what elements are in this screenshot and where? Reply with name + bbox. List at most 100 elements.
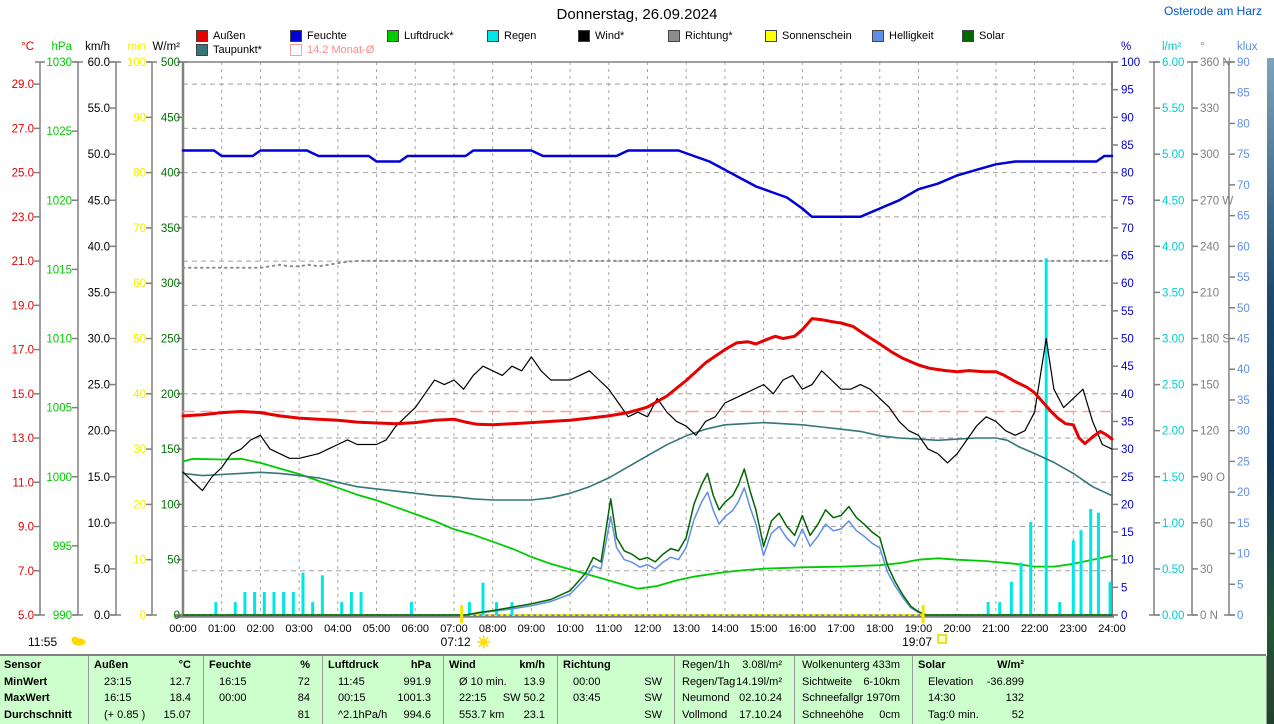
svg-text:60: 60: [1200, 518, 1213, 530]
svg-text:10: 10: [1237, 549, 1250, 561]
svg-text:60.0: 60.0: [88, 57, 110, 69]
series-aussen: [181, 317, 1114, 446]
table-cell-value: SW: [644, 675, 662, 688]
svg-text:90: 90: [1237, 57, 1250, 69]
svg-text:55: 55: [1121, 306, 1134, 318]
table-row: Ø 10 min. 13.9: [445, 674, 553, 691]
table-cell-label: Durchschnitt: [4, 708, 72, 721]
table-row: Feuchte%: [205, 657, 318, 674]
table-row: 14:30 132: [914, 690, 1032, 707]
right-axis-lm2: 6.00 5.50 5.00 4.50 4.00 3.50 3.00 2.50 2.00 1.50…: [1149, 41, 1184, 622]
legend-item-label: Wind*: [595, 30, 625, 42]
svg-text:270 W: 270 W: [1200, 195, 1233, 207]
svg-text:5.50: 5.50: [1162, 103, 1184, 115]
table-cell-label: MinWert: [4, 675, 48, 688]
table-row: 03:45 SW: [559, 690, 670, 707]
table-row: Wind km/h: [445, 657, 553, 674]
table-cell-label: 11:45: [338, 675, 365, 688]
table-cell-value: 13.9: [523, 675, 545, 688]
table-cell-label: 14:30: [928, 692, 956, 704]
weather-chart-svg: 29.0 27.0 25.0 23.0 21.0 19.0 17.0 15.0 13.0 11.0…: [12, 41, 1258, 649]
sun-duration-icon: [71, 636, 86, 646]
svg-text:0 N: 0 N: [1200, 610, 1218, 622]
table-row: Außen °C: [90, 657, 199, 674]
svg-text:50: 50: [1237, 303, 1250, 315]
sun-icon: [477, 635, 491, 649]
svg-text:0: 0: [174, 610, 180, 622]
table-cell-value: °C: [178, 659, 191, 671]
svg-text:60: 60: [1121, 278, 1134, 290]
svg-text:90: 90: [1121, 112, 1134, 124]
table-cell-label: Schneefallgr: [802, 692, 864, 704]
table-col-regen: Regen/1h 3.08l/m² Regen/Tag 14.19l/m² Neumon…: [676, 657, 790, 723]
table-row: Durchschnitt: [0, 707, 86, 724]
svg-text:3.00: 3.00: [1162, 334, 1184, 346]
series-feuchte: [181, 149, 1114, 219]
table-col-richtung: Richtung 00:00 SW 03:45 SW SW: [559, 657, 670, 723]
svg-text:21.0: 21.0: [12, 256, 34, 268]
svg-text:05:00: 05:00: [363, 623, 391, 635]
svg-text:120: 120: [1200, 426, 1219, 438]
table-row: 00:15 1001.3: [324, 690, 439, 707]
table-cell-value: -36.899: [986, 675, 1024, 688]
legend-item-feuchte: Feuchte: [290, 30, 347, 42]
table-cell-label: Sensor: [4, 659, 42, 671]
svg-text:60: 60: [1237, 241, 1250, 253]
legend-item-regen: Regen: [487, 30, 536, 42]
svg-text:17:00: 17:00: [827, 623, 855, 635]
svg-text:30: 30: [1200, 564, 1213, 576]
monat-mittel-legend-swatch: [290, 44, 302, 56]
series-regen: [214, 258, 1112, 615]
svg-text:04:00: 04:00: [324, 623, 352, 635]
table-row: MinWert: [0, 674, 86, 691]
svg-text:2.00: 2.00: [1162, 426, 1184, 438]
sun-duration-label: 11:55: [28, 635, 57, 649]
table-column-separator: [322, 656, 323, 724]
feuchte-legend-swatch: [290, 30, 302, 42]
svg-text:hPa: hPa: [52, 41, 73, 53]
svg-text:20: 20: [1121, 499, 1134, 511]
svg-text:4.50: 4.50: [1162, 195, 1184, 207]
svg-text:5.0: 5.0: [94, 564, 110, 576]
table-row: 16:15 18.4: [90, 690, 199, 707]
legend-item-label: Solar: [979, 30, 1005, 42]
svg-text:5.00: 5.00: [1162, 149, 1184, 161]
table-cell-value: 12.7: [169, 675, 191, 688]
svg-text:13.0: 13.0: [12, 433, 34, 445]
svg-text:24:00: 24:00: [1098, 623, 1126, 635]
right-axis-deg: 360 N 330 300 270 W 240 210 180 S 150 120 90 O 60 3…: [1187, 41, 1233, 622]
svg-text:400: 400: [161, 168, 180, 180]
svg-text:10: 10: [1121, 555, 1134, 567]
legend-item-aussen: Außen: [196, 30, 245, 42]
table-cell-label: 00:15: [338, 692, 366, 704]
table-cell-value: 18.4: [169, 692, 191, 704]
svg-text:00:00: 00:00: [169, 623, 197, 635]
svg-text:18:00: 18:00: [866, 623, 894, 635]
svg-text:60: 60: [133, 278, 146, 290]
svg-text:1030: 1030: [46, 57, 72, 69]
table-col-aussen: Außen °C 23:15 12.7 16:15 18.4 (+ 0.85 ) 15.07: [90, 657, 199, 723]
svg-text:50: 50: [167, 555, 180, 567]
svg-text:19.0: 19.0: [12, 300, 34, 312]
svg-text:50: 50: [133, 334, 146, 346]
svg-text:20: 20: [133, 499, 146, 511]
table-cell-value: km/h: [519, 659, 545, 671]
legend-item-label: Regen: [504, 30, 537, 42]
table-cell-value: 3.08l/m²: [742, 659, 782, 671]
svg-text:80: 80: [133, 168, 146, 180]
svg-text:0.0: 0.0: [94, 610, 110, 622]
wind-legend-swatch: [578, 30, 590, 42]
svg-text:1025: 1025: [46, 126, 72, 138]
richtung-legend-swatch: [668, 30, 680, 42]
svg-text:29.0: 29.0: [12, 79, 34, 91]
svg-text:50.0: 50.0: [88, 149, 110, 161]
legend-item-helligkeit: Helligkeit: [872, 30, 934, 42]
table-cell-label: ^2.1hPa/h: [338, 708, 388, 721]
svg-text:01:00: 01:00: [208, 623, 236, 635]
svg-text:25.0: 25.0: [88, 380, 110, 392]
svg-text:70: 70: [133, 223, 146, 235]
svg-text:15.0: 15.0: [12, 389, 34, 401]
svg-text:17.0: 17.0: [12, 345, 34, 357]
svg-text:30.0: 30.0: [88, 334, 110, 346]
svg-text:22:00: 22:00: [1021, 623, 1049, 635]
